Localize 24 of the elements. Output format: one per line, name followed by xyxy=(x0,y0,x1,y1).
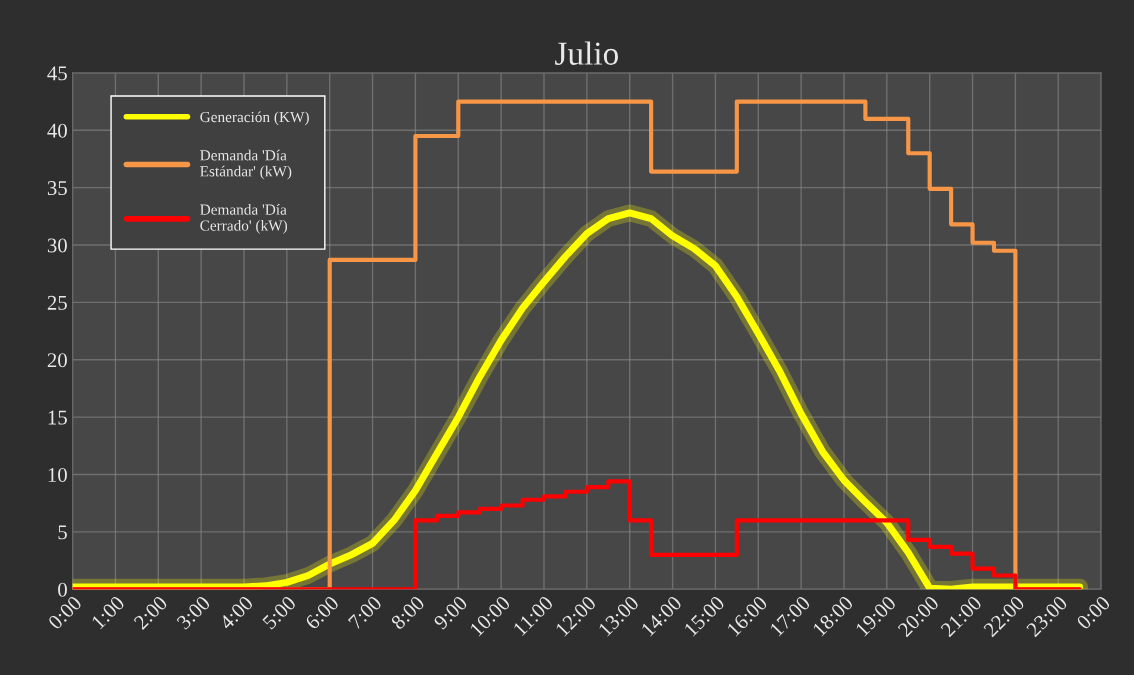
y-tick-label: 20 xyxy=(47,353,67,368)
y-tick-label: 40 xyxy=(47,123,67,138)
y-tick-label: 5 xyxy=(58,525,67,540)
y-tick-label: 25 xyxy=(47,295,67,310)
x-tick-label: 2:00 xyxy=(133,595,169,631)
x-tick-label: 3:00 xyxy=(176,595,212,631)
x-tick-label: 7:00 xyxy=(347,595,383,630)
x-tick-label: 6:00 xyxy=(304,595,340,631)
legend-label: Demanda 'Día Cerrado' (kW) xyxy=(200,203,288,234)
x-tick-label: 0:00 xyxy=(1075,595,1111,631)
x-tick-label: 1:00 xyxy=(90,595,126,630)
x-tick-label: 5:00 xyxy=(261,595,297,630)
y-tick-label: 30 xyxy=(47,238,67,253)
y-tick-label: 0 xyxy=(58,582,67,597)
x-tick-label: 4:00 xyxy=(218,595,254,631)
y-tick-label: 45 xyxy=(47,66,67,81)
y-tick-label: 10 xyxy=(48,467,67,482)
legend-label: Generación (KW) xyxy=(200,111,309,126)
legend-label: Demanda 'Día Estándar' (kW) xyxy=(200,149,292,180)
chart-title: Julio xyxy=(555,41,618,65)
y-tick-label: 35 xyxy=(47,181,67,196)
x-tick-label: 9:00 xyxy=(432,595,469,631)
x-tick-label: 8:00 xyxy=(390,595,426,631)
y-tick-label: 15 xyxy=(48,410,67,425)
